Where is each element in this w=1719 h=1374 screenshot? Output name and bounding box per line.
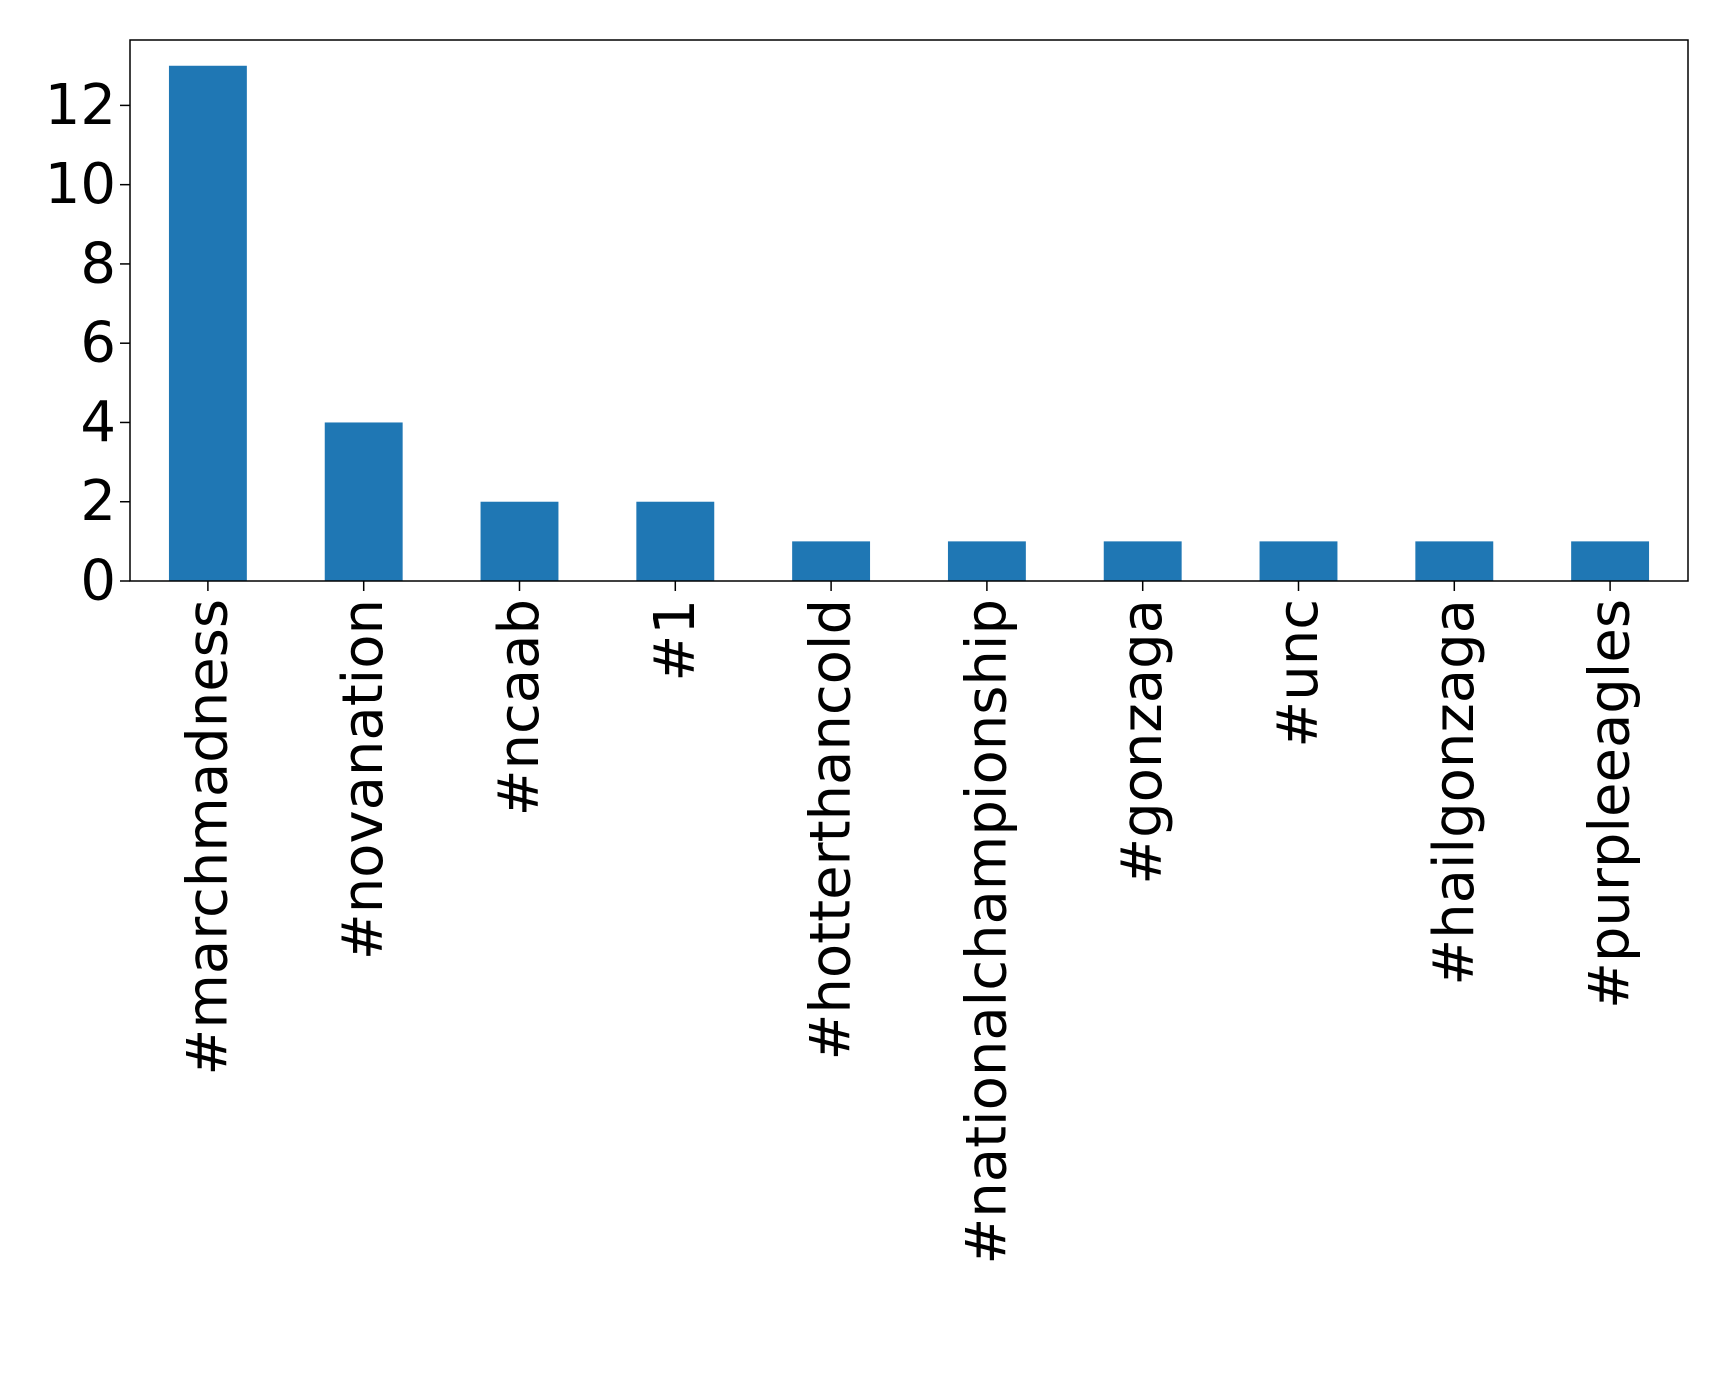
y-axis: 0 2 4 6 8 10 12 [45, 73, 130, 614]
x-tick-label: #unc [1266, 599, 1331, 748]
x-axis: #marchmadness #novanation #ncaab #1 #hottert… [175, 581, 1643, 1265]
x-tick-label: #nationalchampionship [954, 599, 1019, 1265]
x-tick-label: #purpleeagles [1578, 599, 1643, 1009]
x-tick-label: #ncaab [487, 599, 552, 816]
x-tick-label: #hotterthancold [799, 599, 864, 1060]
x-tick-label: #marchmadness [175, 599, 240, 1076]
bars-layer [168, 65, 1650, 581]
bar-1 [636, 501, 715, 581]
x-tick-label: #novanation [331, 599, 396, 960]
y-tick-label: 8 [80, 231, 116, 296]
bar-novanation [324, 422, 403, 581]
y-tick-label: 2 [80, 469, 116, 534]
y-tick-label: 10 [45, 152, 116, 217]
y-tick-label: 4 [80, 390, 116, 455]
bar-purpleeagles [1571, 541, 1650, 581]
x-tick-label: #gonzaga [1110, 599, 1175, 885]
bar-gonzaga [1103, 541, 1182, 581]
x-tick-label: #hailgonzaga [1422, 599, 1487, 986]
bar-hailgonzaga [1415, 541, 1494, 581]
bar-unc [1259, 541, 1338, 581]
y-tick-label: 6 [80, 311, 116, 376]
x-tick-label: #1 [643, 599, 708, 682]
bar-hotterthancold [792, 541, 871, 581]
plot-frame [129, 39, 1689, 582]
bar-ncaab [480, 501, 559, 581]
y-tick-label: 12 [45, 73, 116, 138]
bar-marchmadness [168, 65, 247, 581]
bar-nationalchampionship [947, 541, 1026, 581]
y-tick-label: 0 [80, 549, 116, 614]
